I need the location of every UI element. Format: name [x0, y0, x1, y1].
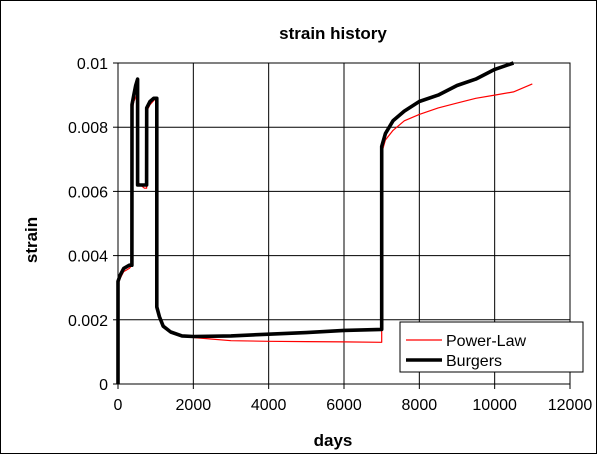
axis-ticks: 0 2000 4000 6000 8000 10000 12000 0 0.002 0.004 0.… — [68, 56, 592, 414]
y-tick-label: 0.004 — [68, 249, 108, 266]
legend-label-burgers: Burgers — [446, 353, 502, 370]
x-tick-label: 0 — [114, 397, 123, 414]
y-axis-label: strain — [22, 217, 41, 263]
x-tick-label: 10000 — [472, 397, 517, 414]
legend-label-power-law: Power-Law — [446, 333, 526, 350]
chart-title: strain history — [279, 24, 387, 43]
series-lines — [116, 61, 533, 384]
x-tick-label: 8000 — [402, 397, 438, 414]
x-tick-label: 2000 — [176, 397, 212, 414]
y-tick-label: 0 — [99, 377, 108, 394]
legend-box — [399, 321, 584, 373]
x-tick-label: 4000 — [251, 397, 287, 414]
y-tick-label: 0.006 — [68, 184, 108, 201]
plot-area — [117, 62, 571, 385]
legend: Power-Law Burgers — [399, 321, 584, 373]
x-tick-label: 6000 — [326, 397, 362, 414]
y-tick-label: 0.008 — [68, 120, 108, 137]
series-line-burgers — [116, 61, 515, 384]
x-tick-label: 12000 — [548, 397, 593, 414]
y-tick-label: 0.002 — [68, 313, 108, 330]
x-axis-label: days — [314, 431, 353, 450]
y-tick-label: 0.01 — [77, 56, 108, 73]
